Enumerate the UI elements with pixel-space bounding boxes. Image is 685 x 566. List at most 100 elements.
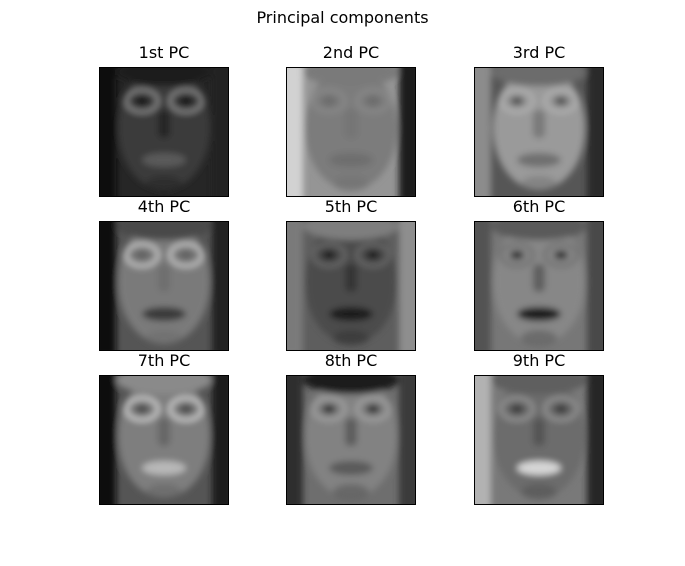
left-eye bbox=[510, 96, 524, 106]
chin bbox=[146, 176, 182, 192]
right-eye bbox=[554, 404, 568, 414]
left-glasses-lens bbox=[499, 242, 535, 268]
eigenface-image bbox=[474, 221, 604, 351]
left-glasses-lens bbox=[311, 242, 347, 268]
face-layer bbox=[287, 68, 415, 196]
left-glasses-lens bbox=[124, 396, 160, 422]
left-eye bbox=[322, 96, 336, 106]
nose bbox=[533, 418, 545, 446]
eigenface-image bbox=[99, 375, 229, 505]
chin bbox=[333, 484, 369, 500]
eigenface-image bbox=[99, 221, 229, 351]
right-edge-shade bbox=[399, 68, 415, 196]
left-eye bbox=[135, 250, 149, 260]
eigenface-image bbox=[474, 375, 604, 505]
left-glasses-lens bbox=[124, 242, 160, 268]
subplot-title: 3rd PC bbox=[512, 43, 566, 62]
subplot-title: 9th PC bbox=[512, 351, 566, 370]
chin bbox=[146, 484, 182, 500]
chin bbox=[146, 330, 182, 346]
right-edge-shade bbox=[212, 376, 228, 504]
left-eye bbox=[510, 250, 524, 260]
eigenface-image bbox=[474, 67, 604, 197]
right-eye bbox=[366, 96, 380, 106]
right-glasses-lens bbox=[543, 396, 579, 422]
nose bbox=[345, 418, 357, 446]
mouth bbox=[329, 461, 373, 475]
right-edge-shade bbox=[587, 376, 603, 504]
subplot-title: 5th PC bbox=[324, 197, 378, 216]
nose bbox=[345, 264, 357, 292]
hairline bbox=[303, 68, 399, 86]
face-layer bbox=[100, 376, 228, 504]
subplot-title: 8th PC bbox=[324, 351, 378, 370]
hairline bbox=[116, 222, 212, 240]
left-edge-shade bbox=[475, 222, 491, 350]
left-glasses-lens bbox=[499, 396, 535, 422]
left-edge-shade bbox=[287, 222, 303, 350]
face-layer bbox=[475, 222, 603, 350]
subplot-title: 7th PC bbox=[137, 351, 191, 370]
right-glasses-lens bbox=[355, 396, 391, 422]
right-glasses-lens bbox=[543, 88, 579, 114]
left-eye bbox=[510, 404, 524, 414]
right-edge-shade bbox=[399, 222, 415, 350]
face-layer bbox=[475, 376, 603, 504]
left-glasses-lens bbox=[124, 88, 160, 114]
right-eye bbox=[554, 250, 568, 260]
right-eye bbox=[366, 404, 380, 414]
chin bbox=[333, 330, 369, 346]
hairline bbox=[491, 68, 587, 86]
nose bbox=[345, 110, 357, 138]
mouth bbox=[329, 307, 373, 321]
right-glasses-lens bbox=[355, 88, 391, 114]
left-edge-shade bbox=[287, 376, 303, 504]
eigenface-image bbox=[286, 221, 416, 351]
chin bbox=[521, 330, 557, 346]
right-glasses-lens bbox=[543, 242, 579, 268]
right-eye bbox=[179, 250, 193, 260]
mouth bbox=[329, 153, 373, 167]
right-eye bbox=[366, 250, 380, 260]
subplot-title: 1st PC bbox=[138, 43, 190, 62]
left-glasses-lens bbox=[311, 88, 347, 114]
mouth bbox=[517, 307, 561, 321]
left-edge-shade bbox=[475, 68, 491, 196]
left-edge-shade bbox=[100, 376, 116, 504]
right-edge-shade bbox=[587, 68, 603, 196]
mouth bbox=[142, 153, 186, 167]
hairline bbox=[303, 222, 399, 240]
face-layer bbox=[475, 68, 603, 196]
chin bbox=[521, 484, 557, 500]
left-edge-shade bbox=[475, 376, 491, 504]
right-eye bbox=[554, 96, 568, 106]
left-edge-shade bbox=[100, 222, 116, 350]
nose bbox=[158, 110, 170, 138]
right-edge-shade bbox=[399, 376, 415, 504]
subplot-title: 6th PC bbox=[512, 197, 566, 216]
right-edge-shade bbox=[587, 222, 603, 350]
eigenface-image bbox=[286, 67, 416, 197]
eigenface-image bbox=[286, 375, 416, 505]
subplot-title: 4th PC bbox=[137, 197, 191, 216]
eigenface-image bbox=[99, 67, 229, 197]
left-eye bbox=[322, 250, 336, 260]
nose bbox=[533, 264, 545, 292]
mouth bbox=[142, 307, 186, 321]
right-glasses-lens bbox=[168, 88, 204, 114]
right-eye bbox=[179, 96, 193, 106]
left-glasses-lens bbox=[311, 396, 347, 422]
hairline bbox=[491, 222, 587, 240]
nose bbox=[158, 418, 170, 446]
chin bbox=[521, 176, 557, 192]
figure-title: Principal components bbox=[256, 8, 429, 27]
face-layer bbox=[287, 222, 415, 350]
left-eye bbox=[135, 404, 149, 414]
chin bbox=[333, 176, 369, 192]
hairline bbox=[116, 68, 212, 86]
right-eye bbox=[179, 404, 193, 414]
hairline bbox=[303, 376, 399, 394]
face-layer bbox=[287, 376, 415, 504]
left-edge-shade bbox=[287, 68, 303, 196]
right-edge-shade bbox=[212, 222, 228, 350]
